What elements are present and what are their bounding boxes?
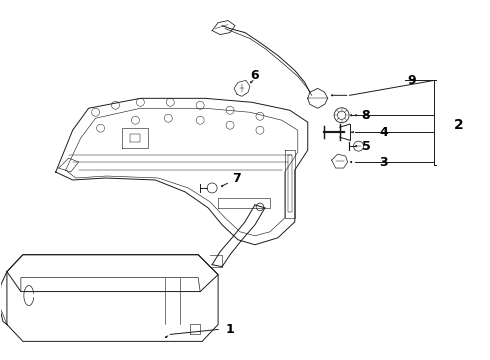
Text: 2: 2	[454, 118, 464, 132]
Text: 4: 4	[379, 126, 388, 139]
Text: 9: 9	[407, 74, 416, 87]
Text: 6: 6	[251, 69, 259, 82]
Text: 5: 5	[362, 140, 370, 153]
Text: 8: 8	[362, 109, 370, 122]
Text: 1: 1	[226, 323, 234, 336]
Text: 7: 7	[232, 171, 241, 185]
Text: 3: 3	[379, 156, 388, 168]
